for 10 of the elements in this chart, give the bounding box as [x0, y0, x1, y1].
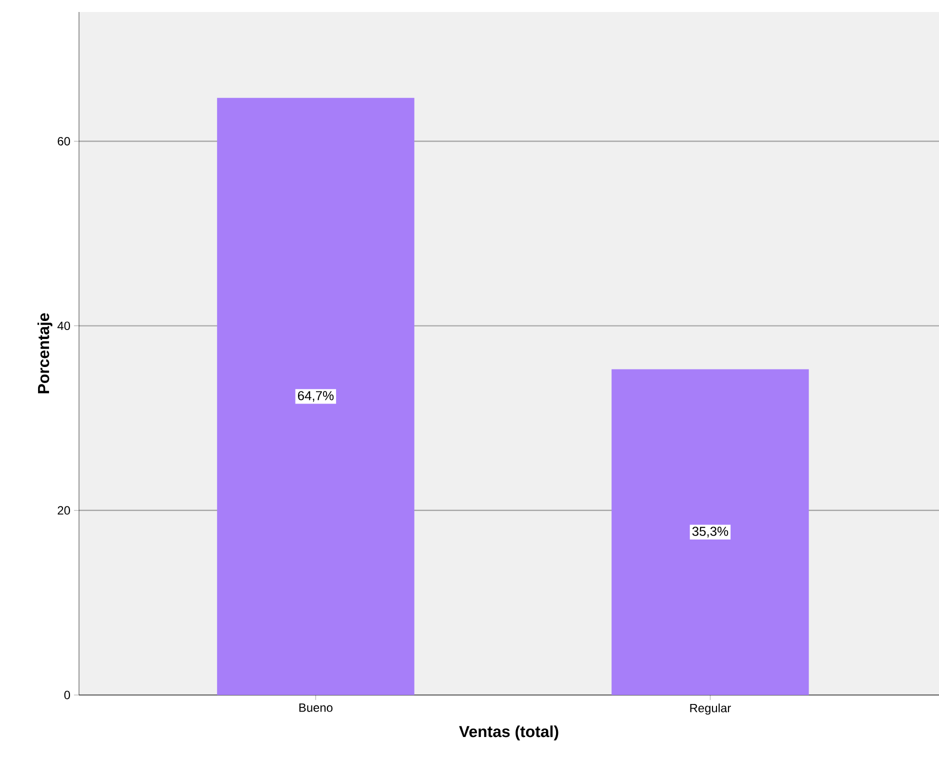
x-tick-label: Regular	[690, 704, 731, 715]
x-axis-title: Ventas (total)	[459, 726, 558, 740]
x-tick-label: Bueno	[299, 704, 332, 712]
y-tick-label: 40	[57, 322, 70, 330]
data-label: 64,7%	[298, 391, 334, 402]
y-tick-label: 0	[64, 690, 70, 700]
data-label: 35,3%	[692, 526, 728, 538]
y-tick-label: 20	[58, 506, 70, 515]
y-axis-title: Porcentaje	[37, 313, 52, 394]
y-tick-label: 60	[58, 136, 70, 146]
